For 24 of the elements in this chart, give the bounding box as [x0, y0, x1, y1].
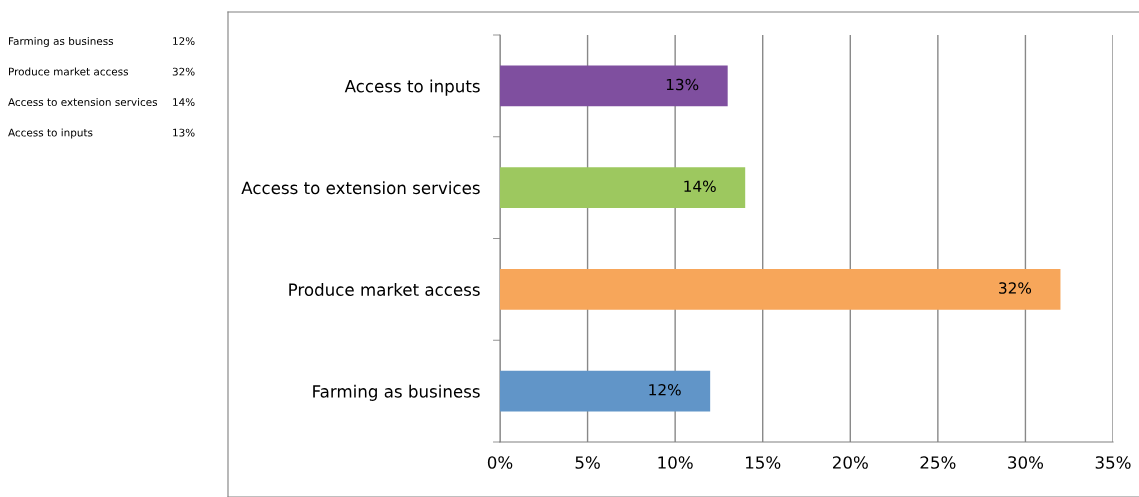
x-tick-label: 25%: [920, 456, 956, 469]
y-tick-label: Produce market access: [289, 283, 480, 296]
x-tick-label: 30%: [1008, 456, 1044, 469]
x-tick-label: 5%: [575, 456, 600, 469]
y-tick-label: Access to inputs: [344, 79, 480, 96]
text: 13%: [173, 128, 195, 137]
data-label: 14%: [684, 180, 716, 193]
category-label: Farming as business: [9, 36, 114, 48]
data-label: 32%: [999, 282, 1032, 294]
y-tick-label: Farming as business: [313, 384, 480, 401]
x-tick-label: 35%: [1095, 456, 1131, 469]
data-label: 13%: [666, 78, 699, 91]
text: 12%: [173, 37, 195, 46]
category-label: Access to extension services: [8, 97, 158, 107]
category-label: Access to inputs: [8, 128, 93, 139]
text: 32%: [172, 67, 195, 76]
x-tick-label: 15%: [746, 456, 781, 469]
x-tick-label: 10%: [658, 456, 693, 469]
x-tick-label: 20%: [832, 456, 868, 469]
text: 14%: [173, 98, 195, 107]
data-label: 12%: [649, 384, 681, 396]
x-tick-label: 0%: [487, 456, 513, 469]
category-label: Produce market access: [9, 67, 129, 76]
y-tick-label: Access to extension services: [241, 181, 480, 195]
